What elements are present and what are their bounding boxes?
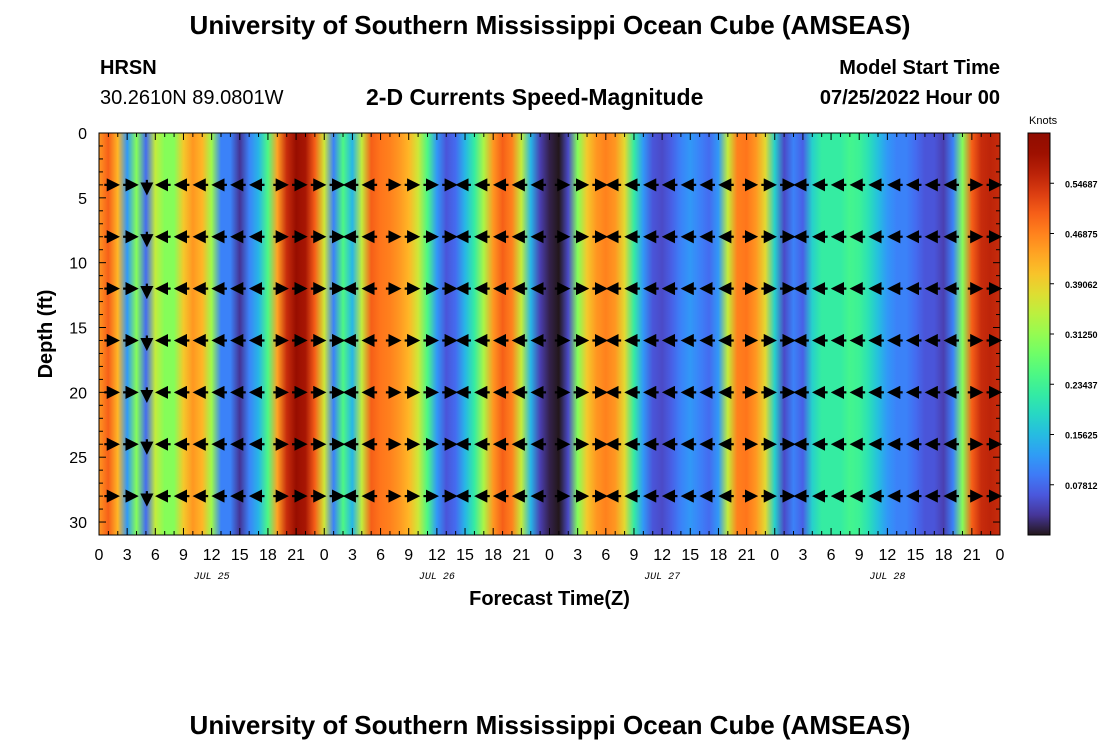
x-tick-label: 18 — [710, 547, 728, 564]
x-tick-label: 18 — [935, 547, 953, 564]
x-tick-label: 0 — [545, 547, 554, 564]
x-tick-label: 15 — [231, 547, 249, 564]
x-tick-label: 15 — [907, 547, 925, 564]
page-title: University of Southern Mississippi Ocean… — [189, 10, 911, 40]
x-tick-label: 3 — [573, 547, 582, 564]
x-tick-label: 9 — [179, 547, 188, 564]
x-tick-label: 15 — [681, 547, 699, 564]
x-tick-label: 0 — [95, 547, 104, 564]
x-tick-label: 18 — [484, 547, 502, 564]
date-label: JUL 25 — [194, 572, 230, 583]
colorbar-unit: Knots — [1029, 115, 1058, 127]
colorbar — [1027, 132, 1051, 536]
x-tick-label: 3 — [123, 547, 132, 564]
station-coordinates: 30.2610N 89.0801W — [100, 87, 284, 109]
x-tick-label: 6 — [151, 547, 160, 564]
y-tick-label: 10 — [69, 256, 87, 273]
station-name: HRSN — [100, 57, 157, 79]
x-tick-label: 12 — [428, 547, 446, 564]
date-label: JUL 28 — [869, 572, 905, 583]
speed-heatmap — [99, 133, 1000, 535]
y-tick-label: 25 — [69, 450, 87, 467]
date-label: JUL 26 — [419, 572, 455, 583]
y-axis-label: Depth (ft) — [35, 290, 57, 379]
current-vectors — [104, 178, 1003, 507]
model-start-value: 07/25/2022 Hour 00 — [819, 87, 1000, 109]
y-tick-label: 30 — [69, 515, 87, 532]
y-tick-label: 5 — [78, 191, 87, 208]
colorbar-tick-label: 0.39062 — [1065, 280, 1098, 290]
date-label: JUL 27 — [644, 572, 680, 583]
y-tick-label: 20 — [69, 385, 87, 402]
x-tick-label: 9 — [855, 547, 864, 564]
x-tick-label: 21 — [963, 547, 981, 564]
footer-title: University of Southern Mississippi Ocean… — [189, 710, 911, 740]
colorbar-tick-label: 0.07812 — [1065, 481, 1098, 491]
x-tick-label: 0 — [320, 547, 329, 564]
colorbar-tick-label: 0.54687 — [1065, 179, 1098, 189]
x-tick-label: 9 — [404, 547, 413, 564]
plot-title: 2-D Currents Speed-Magnitude — [366, 84, 704, 110]
colorbar-tick-label: 0.15625 — [1065, 431, 1098, 441]
x-tick-label: 21 — [512, 547, 530, 564]
x-tick-label: 6 — [376, 547, 385, 564]
x-tick-label: 3 — [798, 547, 807, 564]
x-tick-label: 21 — [287, 547, 305, 564]
y-tick-label: 15 — [69, 321, 87, 338]
x-axis-label: Forecast Time(Z) — [469, 588, 630, 610]
model-start-label: Model Start Time — [839, 57, 1000, 79]
x-tick-label: 6 — [601, 547, 610, 564]
x-tick-label: 12 — [878, 547, 896, 564]
x-tick-label: 21 — [738, 547, 756, 564]
x-tick-label: 3 — [348, 547, 357, 564]
x-tick-label: 6 — [827, 547, 836, 564]
x-tick-label: 9 — [630, 547, 639, 564]
colorbar-tick-label: 0.23437 — [1065, 380, 1098, 390]
colorbar-tick-label: 0.46875 — [1065, 230, 1098, 240]
colorbar-tick-label: 0.31250 — [1065, 330, 1098, 340]
x-tick-label: 0 — [770, 547, 779, 564]
x-tick-label: 18 — [259, 547, 277, 564]
x-tick-label: 12 — [653, 547, 671, 564]
x-tick-label: 12 — [203, 547, 221, 564]
y-tick-label: 0 — [78, 126, 87, 143]
x-tick-label: 0 — [996, 547, 1005, 564]
x-tick-label: 15 — [456, 547, 474, 564]
